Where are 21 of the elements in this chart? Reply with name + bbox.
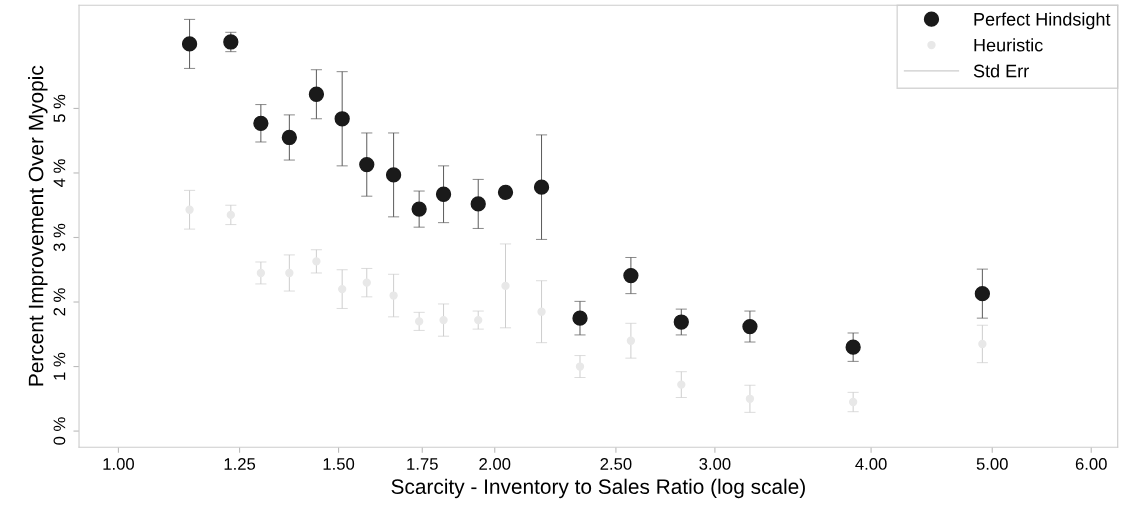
- x-tick-label: 4.00: [855, 458, 887, 470]
- x-tick-label: 3.00: [699, 458, 731, 470]
- annotation: Std Err: [973, 64, 1029, 78]
- x-tick-label: 5.00: [976, 458, 1008, 470]
- y-tick-label: 2 %: [53, 288, 66, 316]
- x-tick-label: 1.50: [323, 458, 355, 470]
- legend-label: Perfect Hindsight: [974, 12, 1111, 30]
- x-tick-label: 2.50: [600, 458, 632, 470]
- y-tick-label: 0 %: [53, 417, 66, 445]
- x-tick-label: 6.00: [1075, 458, 1107, 470]
- x-tick-label: 2.00: [479, 458, 511, 470]
- x-tick-label: 1.00: [103, 458, 134, 470]
- y-tick-label: 5 %: [53, 94, 66, 123]
- y-tick-label: 3 %: [53, 223, 66, 252]
- y-tick-label: 1 %: [53, 352, 66, 380]
- x-axis-title: Scarcity - Inventory to Sales Ratio (log scale): [391, 478, 805, 499]
- legend-label: Heuristic: [974, 38, 1043, 52]
- x-tick-label: 1.25: [224, 458, 256, 470]
- y-tick-label: 4 %: [53, 159, 66, 187]
- x-tick-label: 1.75: [407, 458, 438, 470]
- y-axis-title: Percent Improvement Over Myopic: [28, 65, 48, 386]
